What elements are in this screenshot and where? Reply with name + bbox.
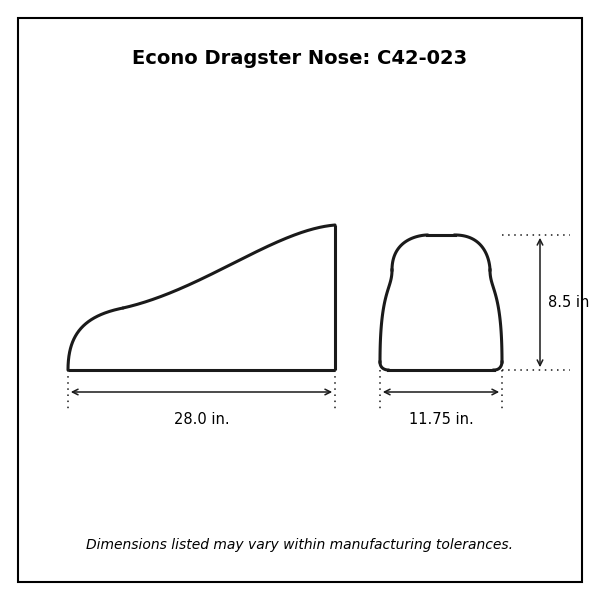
Text: Econo Dragster Nose: C42-023: Econo Dragster Nose: C42-023 [133,49,467,67]
Text: 11.75 in.: 11.75 in. [409,412,473,427]
Text: 8.5 in: 8.5 in [548,295,589,310]
Text: 28.0 in.: 28.0 in. [173,412,229,427]
Text: Dimensions listed may vary within manufacturing tolerances.: Dimensions listed may vary within manufa… [86,538,514,552]
